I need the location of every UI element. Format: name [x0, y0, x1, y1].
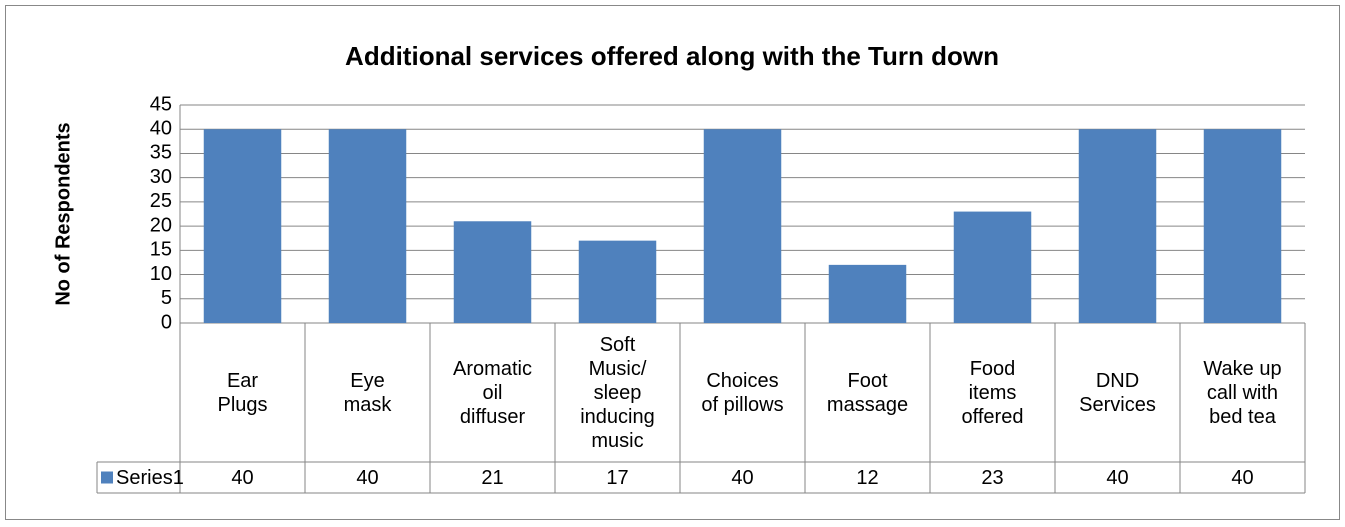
x-tick-cell: Choices of pillows	[701, 369, 784, 416]
x-tick-cell: Aromatic oil diffuser	[453, 357, 532, 428]
bar	[203, 129, 282, 323]
x-tick-label: DND Services	[1079, 369, 1156, 416]
table-value: 23	[981, 467, 1003, 489]
y-tick-label: 45	[150, 93, 172, 115]
bar	[953, 211, 1032, 323]
bar	[703, 129, 782, 323]
table-value: 17	[606, 467, 628, 489]
legend-label: Series1	[116, 467, 184, 489]
table-value: 40	[1231, 467, 1253, 489]
x-tick-cell: Soft Music/ sleep inducing music	[580, 333, 655, 452]
x-tick-label: Foot massage	[826, 369, 909, 416]
bar	[1078, 129, 1157, 323]
bar	[453, 221, 532, 323]
chart-title: Additional services offered along with t…	[345, 41, 999, 71]
y-tick-label: 40	[150, 118, 172, 140]
x-tick-cell: Foot massage	[826, 369, 909, 416]
x-tick-cell: Ear Plugs	[217, 369, 268, 416]
table-value: 12	[856, 467, 878, 489]
x-tick-label: Choices of pillows	[701, 369, 784, 416]
x-tick-label: Eye mask	[343, 369, 392, 416]
bar	[578, 240, 657, 323]
x-tick-cell: Food items offered	[961, 357, 1024, 428]
bar	[328, 129, 407, 323]
bar	[1203, 129, 1282, 323]
x-tick-label: Wake up call with bed tea	[1203, 357, 1282, 428]
x-tick-cell: Wake up call with bed tea	[1203, 357, 1282, 428]
table-value: 21	[481, 467, 503, 489]
y-tick-label: 20	[150, 214, 172, 236]
y-tick-label: 5	[161, 287, 172, 309]
x-tick-cell: DND Services	[1079, 369, 1156, 416]
bar	[828, 264, 907, 323]
y-tick-label: 10	[150, 263, 172, 285]
x-tick-cell: Eye mask	[343, 369, 392, 416]
legend-key	[101, 471, 113, 484]
table-value: 40	[231, 467, 253, 489]
x-tick-label: Soft Music/ sleep inducing music	[580, 333, 655, 452]
x-tick-label: Ear Plugs	[217, 369, 268, 416]
table-value: 40	[356, 467, 378, 489]
y-tick-label: 25	[150, 190, 172, 212]
x-tick-label: Aromatic oil diffuser	[453, 357, 532, 428]
x-tick-label: Food items offered	[961, 357, 1024, 428]
y-tick-label: 30	[150, 166, 172, 188]
y-tick-label: 35	[150, 142, 172, 164]
y-axis-label: No of Respondents	[52, 122, 74, 305]
y-tick-label: 0	[161, 311, 172, 333]
table-value: 40	[1106, 467, 1128, 489]
y-tick-label: 15	[150, 239, 172, 261]
table-value: 40	[731, 467, 753, 489]
